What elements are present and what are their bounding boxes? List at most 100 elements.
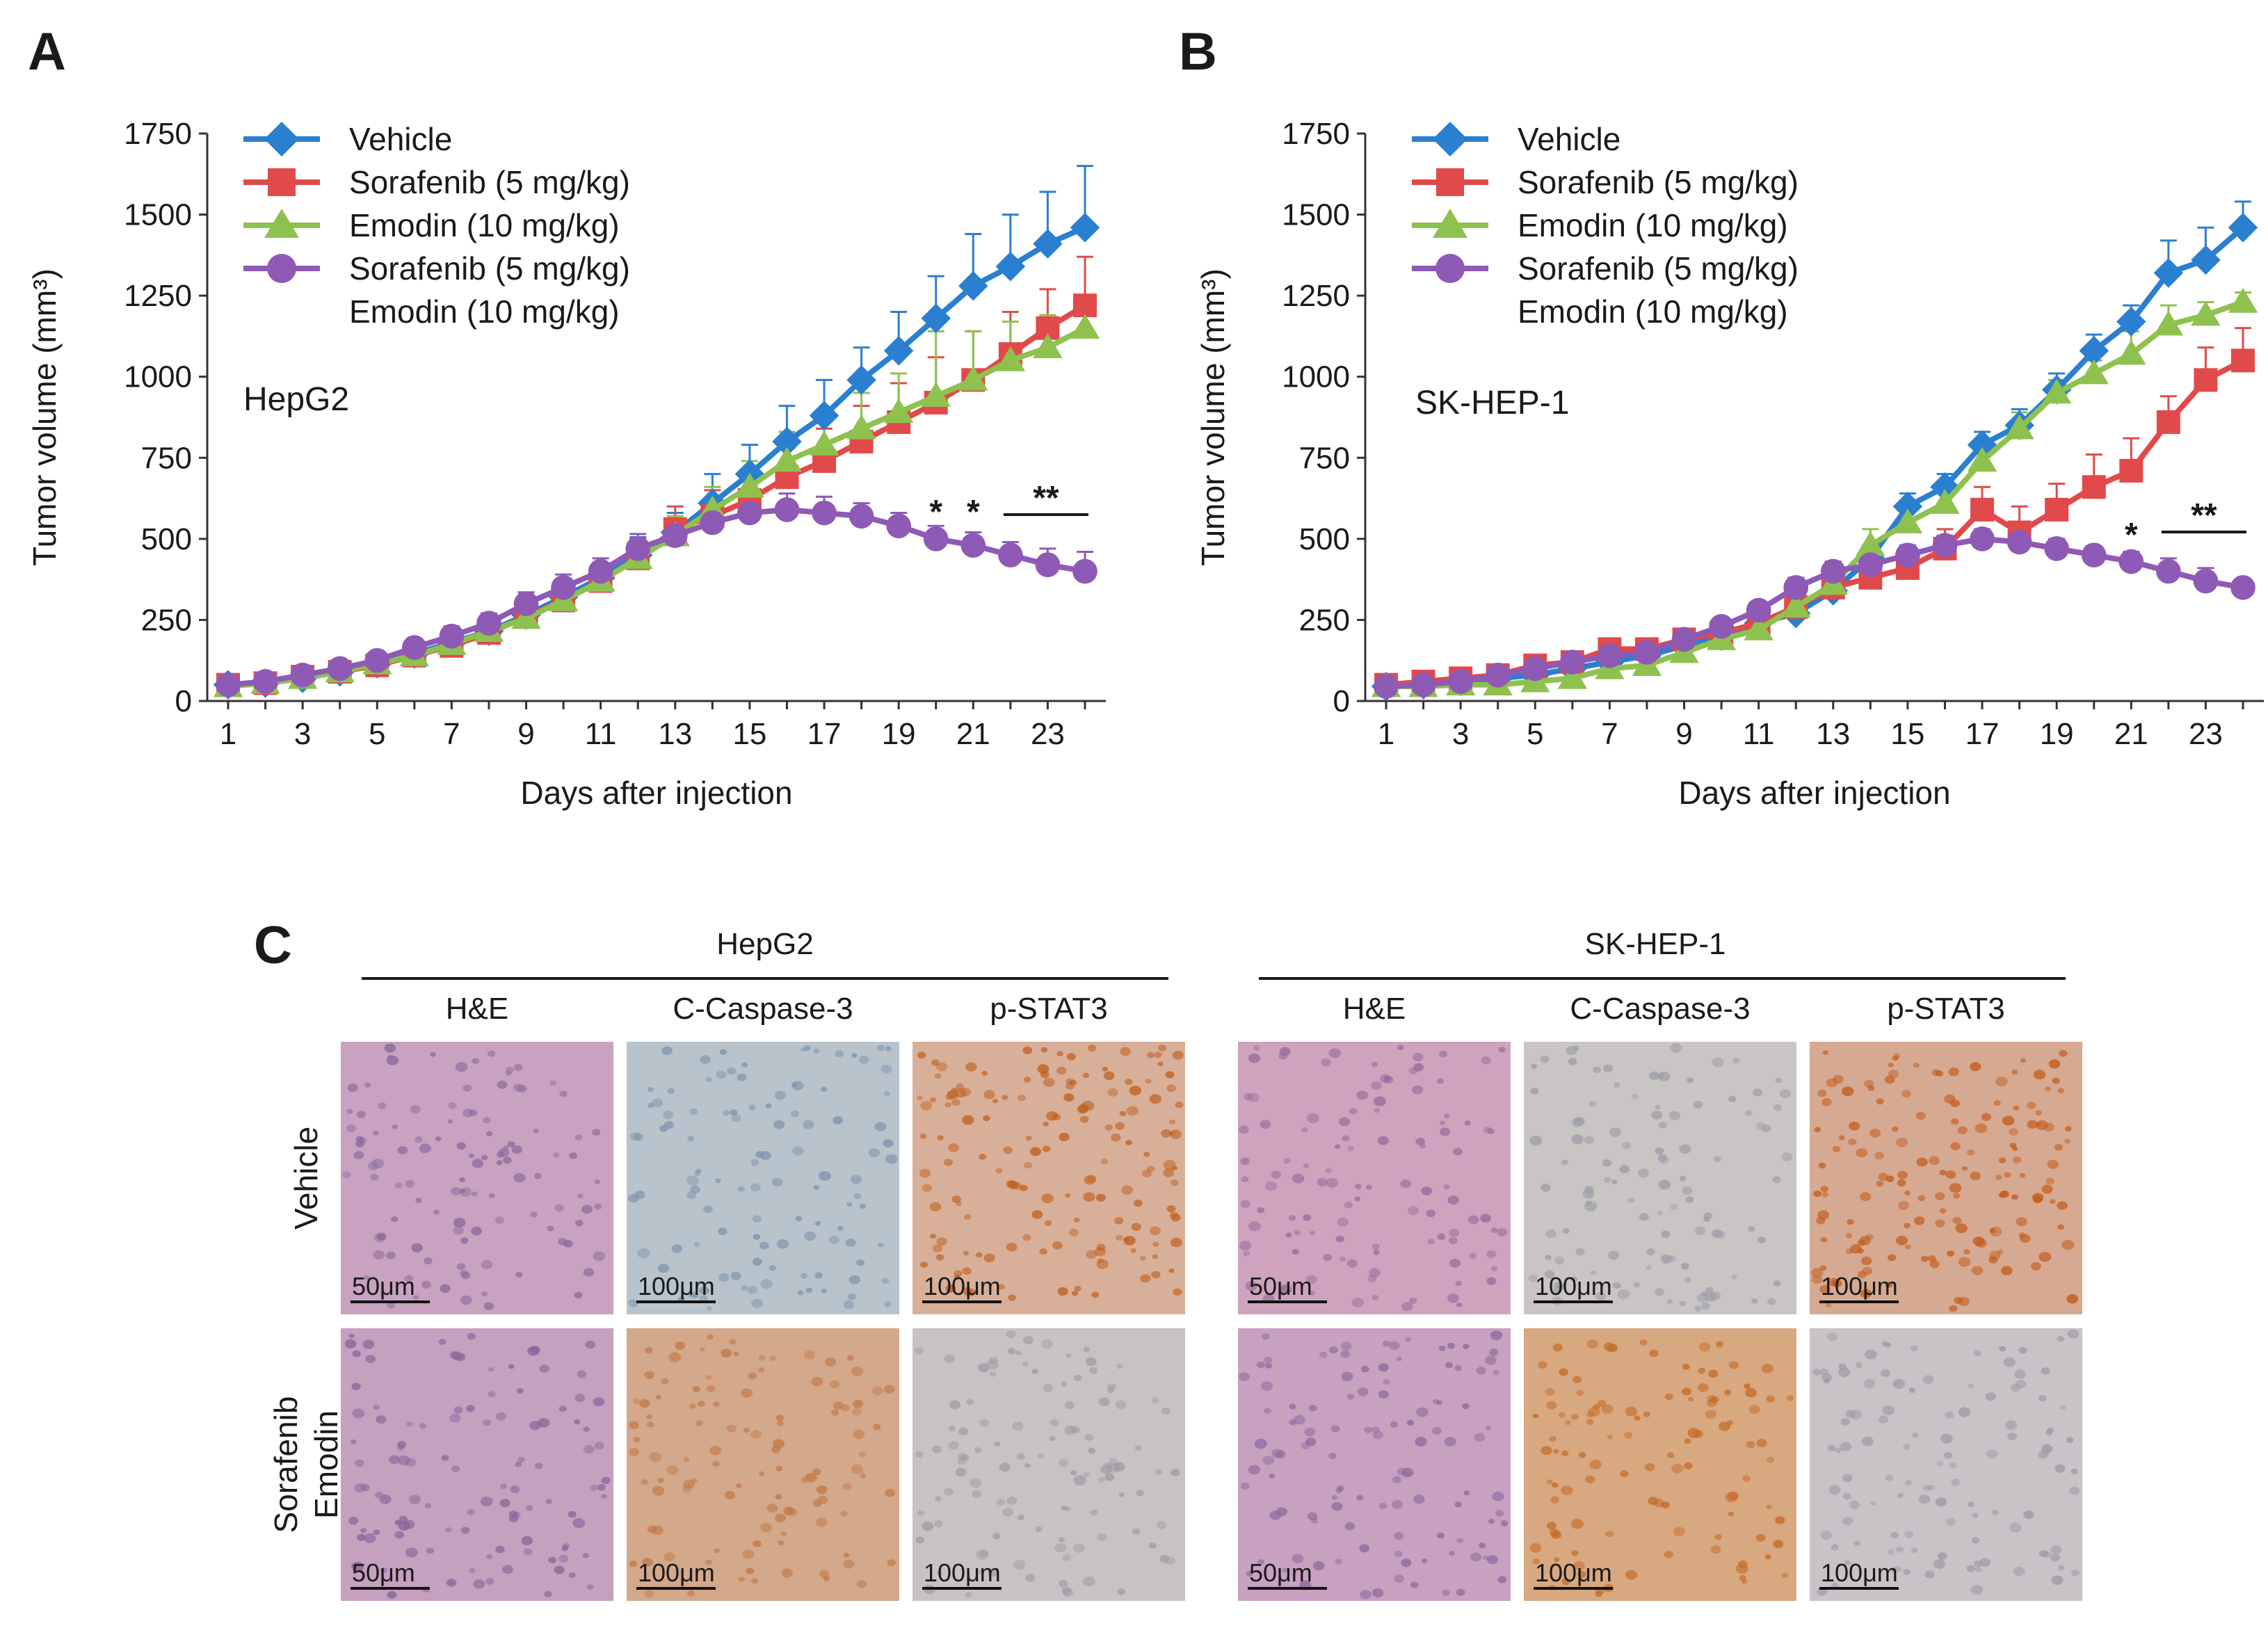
nucleus <box>1904 1244 1911 1250</box>
nucleus <box>1002 1508 1013 1517</box>
tile-background <box>1524 1042 1796 1314</box>
nucleus <box>561 1545 568 1552</box>
nucleus <box>719 1049 727 1056</box>
nucleus <box>962 1267 972 1275</box>
nucleus <box>1275 1450 1286 1459</box>
data-point <box>2231 348 2255 373</box>
nucleus <box>1664 1550 1673 1558</box>
nucleus <box>792 1146 804 1156</box>
nucleus <box>1042 1145 1051 1152</box>
nucleus <box>433 1209 440 1215</box>
nucleus <box>777 1420 784 1426</box>
nucleus <box>600 1494 607 1499</box>
nucleus <box>1063 1093 1075 1102</box>
nucleus <box>1305 1437 1317 1446</box>
nucleus <box>469 1567 476 1574</box>
nucleus <box>405 1547 418 1558</box>
nucleus <box>1571 1550 1579 1556</box>
nucleus <box>1155 1469 1162 1475</box>
nucleus <box>485 1131 493 1137</box>
nucleus <box>667 1088 675 1095</box>
panel-letter-b: B <box>1179 22 1217 81</box>
data-point <box>2153 310 2184 336</box>
nucleus <box>1241 1176 1249 1183</box>
nucleus <box>1486 1250 1497 1258</box>
nucleus <box>597 1483 606 1491</box>
nucleus <box>569 1152 578 1159</box>
nucleus <box>1568 1058 1577 1065</box>
nucleus <box>1062 1554 1071 1561</box>
nucleus <box>769 1265 777 1271</box>
nucleus <box>581 1204 593 1214</box>
row-label: Sorafenib <box>268 1396 304 1533</box>
nucleus <box>1094 1247 1107 1257</box>
nucleus <box>1413 1063 1424 1072</box>
nucleus <box>1813 1190 1821 1198</box>
nucleus <box>1453 1147 1463 1156</box>
data-point <box>2118 549 2144 574</box>
nucleus <box>1294 1230 1301 1236</box>
nucleus <box>1013 1560 1026 1570</box>
nucleus <box>1303 1163 1310 1168</box>
nucleus <box>1698 1383 1709 1392</box>
nucleus <box>1949 1183 1962 1193</box>
nucleus <box>1929 1156 1940 1166</box>
nucleus <box>1346 1394 1355 1400</box>
nucleus <box>1935 1192 1945 1201</box>
series-0 <box>1378 200 2251 687</box>
nucleus <box>2035 1110 2043 1116</box>
nucleus <box>1037 1064 1049 1074</box>
nucleus <box>823 1575 830 1581</box>
nucleus <box>1360 1590 1372 1599</box>
nucleus <box>978 1549 989 1558</box>
data-point <box>1671 627 1697 652</box>
nucleus <box>1311 1517 1319 1524</box>
data-point <box>809 401 839 430</box>
nucleus <box>2061 1239 2075 1250</box>
nucleus <box>1605 1531 1614 1538</box>
nucleus <box>1325 1168 1332 1174</box>
ihc-tile: 100μm <box>1524 1042 1796 1314</box>
nucleus <box>472 1159 484 1168</box>
y-tick-label: 1500 <box>124 198 192 232</box>
nucleus <box>851 1464 864 1474</box>
nucleus <box>1023 1077 1031 1083</box>
nucleus <box>914 1347 924 1355</box>
nucleus <box>1486 1277 1497 1285</box>
nucleus <box>1382 1340 1390 1347</box>
nucleus <box>1371 1426 1380 1433</box>
nucleus <box>1545 1255 1552 1261</box>
nucleus <box>1114 1217 1124 1225</box>
nucleus <box>1896 1138 1908 1147</box>
nucleus <box>2016 1217 2027 1227</box>
legend-label: Emodin (10 mg/kg) <box>1518 293 1788 330</box>
nucleus <box>1755 1533 1766 1542</box>
data-point <box>2194 368 2218 392</box>
nucleus <box>1372 1588 1384 1598</box>
nucleus <box>1975 1239 1987 1248</box>
nucleus <box>1892 1055 1899 1061</box>
nucleus <box>1885 1474 1894 1481</box>
nucleus <box>459 1188 465 1193</box>
nucleus <box>843 1552 850 1558</box>
nucleus <box>657 1264 669 1273</box>
nucleus <box>821 1288 828 1293</box>
nucleus <box>1260 1381 1273 1392</box>
nucleus <box>1653 1499 1664 1508</box>
nucleus <box>568 1572 576 1579</box>
nucleus <box>553 1152 560 1158</box>
nucleus <box>1559 1368 1568 1376</box>
nucleus <box>692 1386 700 1392</box>
nucleus <box>966 1399 974 1405</box>
nucleus <box>998 1284 1006 1290</box>
nucleus <box>1947 1250 1954 1257</box>
nucleus <box>530 1211 538 1218</box>
nucleus <box>1401 1467 1414 1478</box>
nucleus <box>965 1062 977 1072</box>
nucleus <box>1639 1339 1648 1346</box>
nucleus <box>1064 1401 1075 1410</box>
nucleus <box>1037 1453 1045 1459</box>
nucleus <box>360 1528 367 1533</box>
nucleus <box>451 1351 463 1361</box>
nucleus <box>2027 1120 2038 1129</box>
